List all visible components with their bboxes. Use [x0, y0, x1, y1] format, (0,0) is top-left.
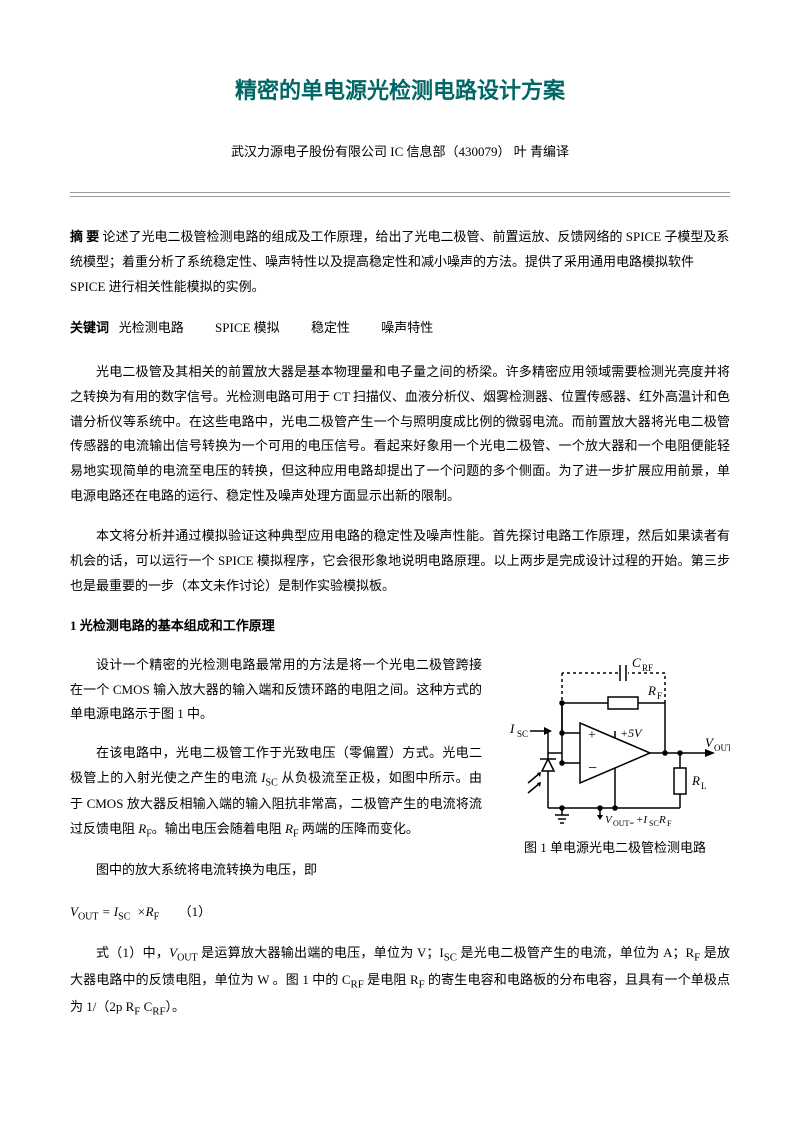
svg-text:OUT=: OUT= [613, 819, 634, 828]
keyword-item: 噪声特性 [381, 316, 433, 341]
svg-text:SC: SC [517, 729, 528, 739]
svg-text:V: V [605, 814, 613, 826]
svg-text:OUT: OUT [714, 743, 730, 753]
svg-text:R: R [691, 773, 700, 788]
paragraph-6: 式（1）中，VOUT 是运算放大器输出端的电压，单位为 V；ISC 是光电二极管… [70, 941, 730, 1022]
svg-text:+: + [588, 728, 596, 743]
page-title: 精密的单电源光检测电路设计方案 [70, 70, 730, 112]
abstract-block: 摘 要 论述了光电二极管检测电路的组成及工作原理，给出了光电二极管、前置运放、反… [70, 225, 730, 299]
svg-text:RF: RF [642, 663, 653, 673]
svg-text:+5V: +5V [620, 726, 643, 740]
keywords-label: 关键词 [70, 320, 109, 335]
svg-text:L: L [701, 781, 707, 791]
equation-1: VOUT = ISC ×RF （1） [70, 900, 730, 927]
keywords-block: 关键词 光检测电路 SPICE 模拟 稳定性 噪声特性 [70, 316, 730, 341]
svg-text:SC: SC [649, 819, 659, 828]
svg-text:F: F [657, 691, 662, 701]
svg-text:−: − [588, 760, 597, 777]
svg-text:C: C [632, 655, 641, 670]
paragraph-3: 设计一个精密的光检测电路最常用的方法是将一个光电二极管跨接在一个 CMOS 输入… [70, 653, 482, 727]
keyword-item: SPICE 模拟 [215, 316, 280, 341]
svg-text:+I: +I [636, 814, 648, 826]
svg-text:R: R [647, 683, 656, 698]
paragraph-5: 图中的放大系统将电流转换为电压，即 [70, 858, 482, 883]
figure-1-caption: 图 1 单电源光电二极管检测电路 [500, 836, 730, 861]
svg-text:I: I [509, 721, 515, 736]
svg-text:R: R [658, 814, 666, 826]
keyword-item: 光检测电路 [119, 316, 184, 341]
author-line: 武汉力源电子股份有限公司 IC 信息部（430079） 叶 青编译 [70, 140, 730, 165]
figure-row: 设计一个精密的光检测电路最常用的方法是将一个光电二极管跨接在一个 CMOS 输入… [70, 653, 730, 886]
paragraph-2: 本文将分析并通过模拟验证这种典型应用电路的稳定性及噪声性能。首先探讨电路工作原理… [70, 524, 730, 598]
circuit-diagram: + − +5V V OUT R L [500, 653, 730, 828]
divider [70, 192, 730, 197]
svg-text:F: F [667, 819, 672, 828]
keyword-item: 稳定性 [311, 316, 350, 341]
abstract-label: 摘 要 [70, 229, 99, 244]
section-1-heading: 1 光检测电路的基本组成和工作原理 [70, 614, 730, 639]
paragraph-1: 光电二极管及其相关的前置放大器是基本物理量和电子量之间的桥梁。许多精密应用领域需… [70, 360, 730, 508]
figure-text-column: 设计一个精密的光检测电路最常用的方法是将一个光电二极管跨接在一个 CMOS 输入… [70, 653, 482, 886]
paragraph-4: 在该电路中，光电二极管工作于光致电压（零偏置）方式。光电二极管上的入射光使之产生… [70, 741, 482, 844]
figure-1: + − +5V V OUT R L [500, 653, 730, 861]
abstract-text: 论述了光电二极管检测电路的组成及工作原理，给出了光电二极管、前置运放、反馈网络的… [70, 229, 729, 293]
